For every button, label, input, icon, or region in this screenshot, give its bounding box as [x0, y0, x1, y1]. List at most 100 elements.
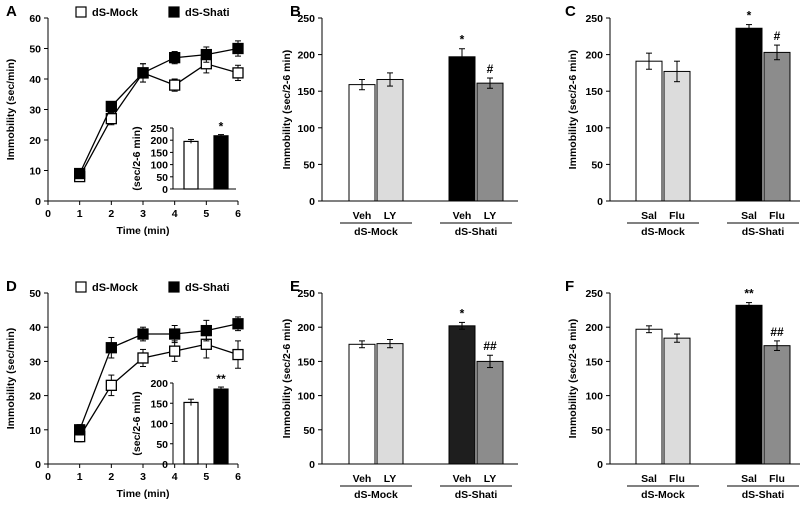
y-tick-label: 30	[29, 356, 41, 368]
legend-label: dS-Shati	[185, 282, 230, 294]
x-tick-label: 2	[108, 208, 114, 220]
significance-mark: *	[219, 120, 224, 134]
group-label: dS-Mock	[354, 226, 398, 238]
y-tick-label: 100	[297, 391, 315, 403]
data-point	[105, 113, 117, 125]
y-tick-label: 0	[309, 196, 315, 208]
legend-marker	[75, 281, 87, 293]
data-point	[200, 324, 212, 337]
data-point	[105, 342, 117, 354]
y-axis-label: Immobility (sec/2-6 min)	[281, 50, 293, 170]
inset-y-tick-label: 150	[150, 147, 168, 159]
data-point	[169, 79, 181, 91]
group-label: dS-Mock	[354, 489, 398, 501]
x-tick-label: 5	[203, 208, 209, 220]
category-label: Flu	[669, 210, 685, 222]
legend-label: dS-Shati	[185, 7, 230, 19]
y-tick-label: 150	[297, 86, 315, 98]
bar	[348, 343, 376, 465]
y-tick-label: 200	[297, 50, 315, 62]
y-tick-label: 0	[597, 459, 603, 471]
y-tick-label: 200	[585, 322, 603, 334]
data-point	[74, 167, 86, 180]
inset-y-tick-label: 200	[150, 378, 168, 390]
y-tick-label: 150	[585, 86, 603, 98]
inset-bar	[183, 401, 199, 465]
y-tick-label: 100	[297, 123, 315, 135]
bar	[476, 82, 504, 202]
data-point	[74, 424, 86, 436]
y-tick-label: 100	[585, 123, 603, 135]
inset-y-tick-label: 250	[150, 123, 168, 135]
legend-label: dS-Mock	[92, 282, 139, 294]
category-label: LY	[384, 473, 396, 485]
inset-y-axis-label: (sec/2-6 min)	[131, 126, 143, 190]
y-tick-label: 10	[29, 425, 41, 437]
bar	[635, 60, 663, 202]
data-point	[232, 318, 244, 330]
y-axis-label: Immobility (sec/2-6 min)	[567, 50, 579, 170]
y-tick-label: 50	[303, 159, 315, 171]
bar	[763, 345, 791, 465]
x-tick-label: 0	[45, 208, 51, 220]
panel-letter: A	[6, 3, 17, 20]
category-label: Veh	[353, 473, 372, 485]
y-tick-label: 40	[29, 74, 41, 86]
x-tick-label: 5	[203, 471, 209, 483]
inset-y-tick-label: 100	[150, 419, 168, 431]
category-label: LY	[384, 210, 396, 222]
bar	[376, 343, 404, 465]
data-point	[137, 352, 149, 364]
legend-marker	[168, 281, 180, 293]
y-tick-label: 100	[585, 391, 603, 403]
category-label: LY	[484, 473, 496, 485]
group-label: dS-Shati	[455, 226, 498, 238]
category-label: Flu	[769, 210, 785, 222]
data-point	[137, 328, 149, 340]
legend-marker	[75, 6, 87, 18]
data-point	[232, 67, 244, 79]
y-tick-label: 0	[35, 196, 41, 208]
bar	[735, 27, 763, 202]
y-tick-label: 200	[297, 322, 315, 334]
y-tick-label: 50	[591, 425, 603, 437]
y-tick-label: 20	[29, 135, 41, 147]
x-tick-label: 1	[77, 208, 83, 220]
y-tick-label: 50	[29, 44, 41, 56]
bar	[376, 78, 404, 202]
data-point	[105, 100, 117, 113]
legend-label: dS-Mock	[92, 7, 139, 19]
x-tick-label: 1	[77, 471, 83, 483]
bar	[763, 51, 791, 202]
inset-y-axis-label: (sec/2-6 min)	[131, 391, 143, 455]
category-label: LY	[484, 210, 496, 222]
x-tick-label: 3	[140, 471, 146, 483]
bar	[663, 337, 691, 465]
panel-letter: E	[290, 278, 300, 295]
category-label: Veh	[453, 210, 472, 222]
y-tick-label: 30	[29, 105, 41, 117]
y-tick-label: 0	[309, 459, 315, 471]
y-tick-label: 40	[29, 322, 41, 334]
inset-bar	[213, 388, 229, 465]
significance-mark: *	[460, 306, 465, 320]
group-label: dS-Shati	[742, 489, 785, 501]
data-point	[200, 48, 212, 61]
y-tick-label: 0	[597, 196, 603, 208]
panel-letter: B	[290, 3, 301, 20]
y-tick-label: 60	[29, 13, 41, 25]
y-tick-label: 150	[585, 356, 603, 368]
data-point	[169, 345, 181, 357]
panel-letter: F	[565, 278, 574, 295]
bar	[663, 70, 691, 202]
inset-y-tick-label: 150	[150, 398, 168, 410]
y-tick-label: 20	[29, 391, 41, 403]
data-point	[232, 42, 244, 55]
y-tick-label: 200	[585, 50, 603, 62]
x-tick-label: 4	[172, 208, 178, 220]
significance-mark: **	[744, 287, 754, 301]
significance-mark: ##	[770, 325, 784, 339]
data-point	[232, 348, 244, 361]
y-tick-label: 50	[591, 159, 603, 171]
